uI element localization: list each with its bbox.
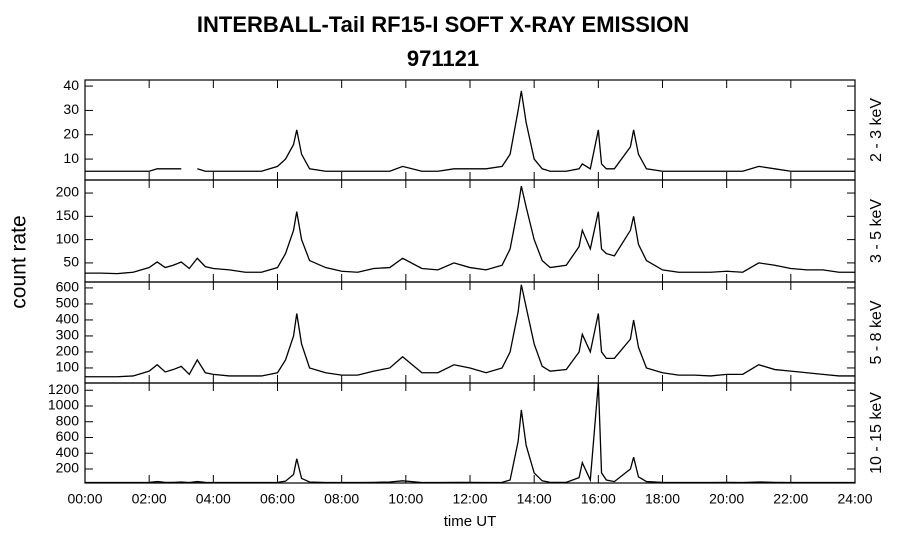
x-tick-label: 18:00 [645, 491, 680, 507]
y-tick-label: 50 [63, 254, 79, 270]
y-tick-label: 1200 [48, 381, 79, 397]
y-tick-label: 150 [56, 207, 80, 223]
y-tick-label: 600 [56, 428, 80, 444]
panel-label: 10 - 15 keV [868, 392, 885, 474]
chart-title: INTERBALL-Tail RF15-I SOFT X-RAY EMISSIO… [197, 12, 689, 37]
y-tick-label: 200 [56, 343, 80, 359]
y-tick-label: 800 [56, 412, 80, 428]
panel-label: 3 - 5 keV [868, 199, 885, 263]
data-line [85, 185, 855, 275]
x-tick-label: 10:00 [388, 491, 423, 507]
y-tick-label: 500 [56, 295, 80, 311]
x-tick-label: 08:00 [324, 491, 359, 507]
x-tick-label: 02:00 [132, 491, 167, 507]
panel-label: 2 - 3 keV [868, 98, 885, 162]
chart-subtitle: 971121 [407, 46, 479, 71]
y-tick-label: 200 [56, 184, 80, 200]
data-line [197, 90, 855, 172]
y-tick-label: 200 [56, 460, 80, 476]
x-axis-label: time UT [444, 513, 497, 530]
x-tick-label: 24:00 [837, 491, 872, 507]
data-line [85, 284, 855, 378]
y-tick-label: 40 [63, 77, 79, 93]
x-tick-label: 20:00 [709, 491, 744, 507]
x-tick-label: 06:00 [260, 491, 295, 507]
panel-label: 5 - 8 keV [868, 300, 885, 364]
y-axis-label: count rate [8, 215, 31, 308]
y-tick-label: 400 [56, 444, 80, 460]
data-line [85, 168, 182, 172]
y-tick-label: 100 [56, 359, 80, 375]
x-tick-label: 16:00 [581, 491, 616, 507]
x-tick-label: 04:00 [196, 491, 231, 507]
x-tick-label: 14:00 [517, 491, 552, 507]
y-tick-label: 600 [56, 279, 80, 295]
panel-frame [84, 382, 856, 484]
y-tick-label: 10 [63, 150, 79, 166]
y-tick-label: 100 [56, 230, 80, 246]
y-tick-label: 300 [56, 327, 80, 343]
y-tick-label: 1000 [48, 397, 79, 413]
x-tick-label: 22:00 [773, 491, 808, 507]
x-tick-label: 00:00 [67, 491, 102, 507]
y-tick-label: 400 [56, 311, 80, 327]
y-tick-label: 30 [63, 101, 79, 117]
x-tick-label: 12:00 [452, 491, 487, 507]
y-tick-label: 20 [63, 125, 79, 141]
